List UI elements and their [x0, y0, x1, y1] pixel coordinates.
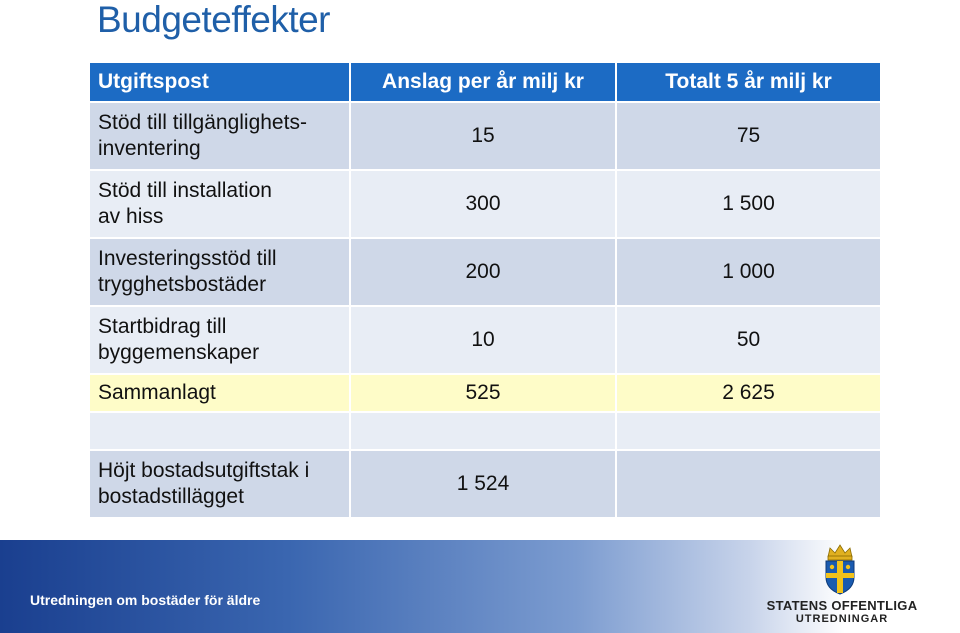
row-total: 1 500 [617, 171, 880, 237]
table-row: Startbidrag till byggemenskaper 10 50 [90, 307, 880, 373]
empty-cell [617, 413, 880, 449]
row-annual: 15 [351, 103, 615, 169]
row-annual: 10 [351, 307, 615, 373]
sou-logo: STATENS OFFENTLIGA UTREDNINGAR [762, 543, 922, 628]
logo-line-1: STATENS OFFENTLIGA [766, 598, 918, 613]
table-header-row: Utgiftspost Anslag per år milj kr Totalt… [90, 63, 880, 101]
extra-row: Höjt bostadsutgiftstak i bostadstillägge… [90, 451, 880, 517]
crown-crest-icon [825, 544, 855, 595]
sum-annual: 525 [351, 375, 615, 411]
sum-label: Sammanlagt [90, 375, 349, 411]
sum-row: Sammanlagt 525 2 625 [90, 375, 880, 411]
table-row: Stöd till tillgänglighets- inventering 1… [90, 103, 880, 169]
header-utgiftspost: Utgiftspost [90, 63, 349, 101]
empty-cell [351, 413, 615, 449]
budget-table: Utgiftspost Anslag per år milj kr Totalt… [88, 61, 882, 519]
sum-total: 2 625 [617, 375, 880, 411]
table-row: Stöd till installation av hiss 300 1 500 [90, 171, 880, 237]
row-label: Investeringsstöd till trygghetsbostäder [90, 239, 349, 305]
row-label: Startbidrag till byggemenskaper [90, 307, 349, 373]
empty-cell [90, 413, 349, 449]
row-total: 50 [617, 307, 880, 373]
extra-total [617, 451, 880, 517]
row-total: 1 000 [617, 239, 880, 305]
page-title: Budgeteffekter [97, 0, 331, 40]
empty-row [90, 413, 880, 449]
footer-text: Utredningen om bostäder för äldre [30, 592, 261, 608]
row-annual: 200 [351, 239, 615, 305]
row-label: Stöd till installation av hiss [90, 171, 349, 237]
row-annual: 300 [351, 171, 615, 237]
extra-label: Höjt bostadsutgiftstak i bostadstillägge… [90, 451, 349, 517]
extra-annual: 1 524 [351, 451, 615, 517]
header-anslag: Anslag per år milj kr [351, 63, 615, 101]
header-totalt: Totalt 5 år milj kr [617, 63, 880, 101]
table-row: Investeringsstöd till trygghetsbostäder … [90, 239, 880, 305]
row-total: 75 [617, 103, 880, 169]
logo-line-2: UTREDNINGAR [795, 613, 889, 625]
footer-banner: Utredningen om bostäder för äldre [0, 540, 960, 633]
row-label: Stöd till tillgänglighets- inventering [90, 103, 349, 169]
